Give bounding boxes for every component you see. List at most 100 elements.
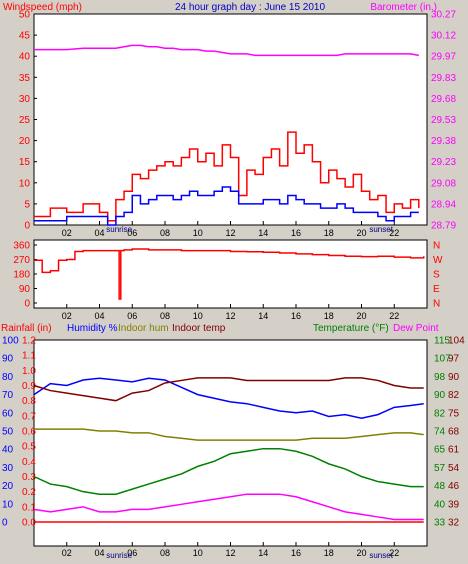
temp-inner-y-tick-label: 115 (434, 336, 450, 347)
x-tick-label: 14 (258, 311, 268, 321)
x-tick-label: 18 (324, 548, 334, 558)
x-tick-label: 20 (356, 548, 366, 558)
series-indoor-hum (34, 428, 424, 441)
x-tick-label: 18 (324, 228, 334, 238)
rain-y-tick-label: 0.0 (22, 518, 36, 529)
rain-y-tick-label: 0.9 (22, 381, 36, 392)
x-tick-label: 06 (127, 228, 137, 238)
barometer-y-tick-label: 29.83 (431, 73, 456, 84)
x-tick-label: 02 (62, 228, 72, 238)
x-tick-label: 08 (160, 548, 170, 558)
direction-y-tick-label: 360 (13, 241, 30, 252)
temp-y-tick-label: 61 (448, 445, 460, 456)
temp-y-tick-label: 54 (448, 463, 460, 474)
chart-marks: 02 02 02 04 04 04 06 06 06 08 08 08 10 10 10 12 12 12 14 14… (2, 10, 465, 561)
rain-y-tick-label: 0.1 (22, 502, 36, 513)
humidity-y-tick-label: 80 (2, 372, 14, 383)
humidity-y-tick-label: 90 (2, 354, 14, 365)
temp-inner-y-tick-label: 57 (434, 463, 446, 474)
temp-inner-y-tick-label: 40 (434, 499, 446, 510)
humidity-y-tick-label: 30 (2, 463, 14, 474)
x-tick-label: 22 (389, 548, 399, 558)
series-wind-direction (34, 248, 425, 300)
temp-inner-y-tick-label: 48 (434, 481, 446, 492)
wind-y-tick-label: 25 (19, 115, 31, 126)
temp-y-tick-label: 104 (448, 336, 465, 347)
rain-y-tick-label: 1.2 (22, 336, 36, 347)
x-tick-label: 04 (94, 548, 104, 558)
barometer-y-tick-label: 29.23 (431, 157, 456, 168)
barometer-y-tick-label: 30.27 (431, 10, 456, 21)
temp-y-tick-label: 75 (448, 408, 460, 419)
rain-y-tick-label: 0.3 (22, 472, 36, 483)
barometer-y-tick-label: 29.97 (431, 52, 456, 63)
compass-tick-label: N (433, 241, 440, 252)
barometer-y-tick-label: 29.08 (431, 178, 456, 189)
x-tick-label: 22 (389, 311, 399, 321)
wind-y-tick-label: 5 (24, 199, 30, 210)
x-tick-label: 04 (94, 228, 104, 238)
temperature-legend: Temperature (°F) (313, 323, 389, 334)
sunrise-label: sunrise (106, 225, 132, 234)
wind-y-tick-label: 30 (19, 94, 31, 105)
barometer-y-tick-label: 29.53 (431, 115, 456, 126)
humidity-y-tick-label: 0 (2, 518, 8, 529)
series-barometer (34, 44, 419, 57)
humidity-y-tick-label: 100 (2, 336, 19, 347)
temp-inner-y-tick-label: 82 (434, 408, 446, 419)
humidity-y-tick-label: 10 (2, 499, 14, 510)
x-tick-label: 06 (127, 548, 137, 558)
compass-tick-label: E (433, 284, 440, 295)
x-tick-label: 10 (193, 548, 203, 558)
x-tick-label: 12 (225, 311, 235, 321)
wind-y-tick-label: 45 (19, 31, 31, 42)
barometer-axis-title: Barometer (in.) (370, 2, 437, 13)
x-tick-label: 16 (291, 311, 301, 321)
series-temperature-f (33, 447, 424, 495)
x-tick-label: 14 (258, 548, 268, 558)
compass-tick-label: N (433, 299, 440, 310)
x-tick-label: 06 (127, 311, 137, 321)
x-tick-label: 10 (193, 311, 203, 321)
wind-y-tick-label: 35 (19, 73, 31, 84)
x-tick-label: 18 (324, 311, 334, 321)
temp-y-tick-label: 39 (448, 499, 460, 510)
sunrise-label: sunrise (106, 551, 132, 559)
temp-inner-y-tick-label: 65 (434, 445, 446, 456)
sunset-label: sunset (369, 225, 393, 234)
barometer-y-tick-label: 28.94 (431, 199, 456, 210)
graph-title: 24 hour graph day : June 15 2010 (175, 2, 326, 13)
barometer-y-tick-label: 28.79 (431, 221, 456, 232)
direction-y-tick-label: 270 (13, 255, 30, 266)
series-dew-point (33, 493, 424, 521)
humidity-legend: Humidity % (67, 323, 118, 334)
rain-y-tick-label: 0.4 (22, 457, 36, 468)
sunset-label: sunset (369, 551, 393, 559)
x-tick-label: 02 (62, 548, 72, 558)
wind-y-tick-label: 10 (19, 178, 31, 189)
barometer-y-tick-label: 29.68 (431, 94, 456, 105)
x-tick-label: 22 (389, 228, 399, 238)
barometer-y-tick-label: 30.12 (431, 31, 456, 42)
x-tick-label: 16 (291, 548, 301, 558)
dew-point-legend: Dew Point (393, 323, 439, 334)
wind-y-tick-label: 0 (24, 221, 30, 232)
humidity-y-tick-label: 60 (2, 408, 14, 419)
wind-plot-area (33, 13, 428, 226)
x-tick-label: 12 (225, 228, 235, 238)
humidity-y-tick-label: 70 (2, 390, 14, 401)
x-tick-label: 02 (62, 311, 72, 321)
temp-inner-y-tick-label: 90 (434, 390, 446, 401)
humidity-y-tick-label: 20 (2, 481, 14, 492)
temp-y-tick-label: 68 (448, 427, 460, 438)
temp-inner-y-tick-label: 98 (434, 372, 446, 383)
wind-y-tick-label: 15 (19, 157, 31, 168)
wind-y-tick-label: 20 (19, 136, 31, 147)
x-tick-label: 16 (291, 228, 301, 238)
temp-y-tick-label: 90 (448, 372, 460, 383)
x-tick-label: 20 (356, 311, 366, 321)
x-tick-label: 04 (94, 311, 104, 321)
barometer-y-tick-label: 29.38 (431, 136, 456, 147)
